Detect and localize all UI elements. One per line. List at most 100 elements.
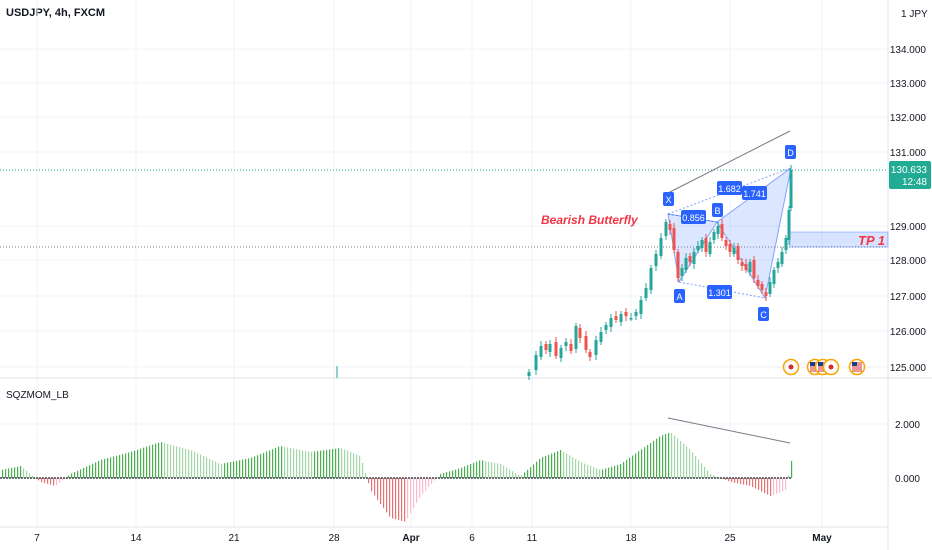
ratio-badge-abc[interactable]: 1.301 [707, 285, 732, 299]
momentum-bar [533, 464, 535, 478]
momentum-bar [428, 478, 430, 488]
momentum-bar [566, 453, 568, 478]
momentum-bar [602, 469, 604, 478]
momentum-bar [614, 465, 616, 478]
time-label: 28 [328, 533, 340, 544]
point-x-badge[interactable]: X [663, 192, 674, 206]
momentum-bar [56, 478, 58, 486]
momentum-bar [296, 449, 298, 478]
ratio-badge-xad[interactable]: 1.682 [717, 181, 742, 195]
indicator-title[interactable]: SQZMOM_LB [6, 390, 69, 401]
momentum-bar [617, 464, 619, 478]
momentum-bar [128, 452, 130, 478]
momentum-bar [509, 469, 511, 478]
point-c-badge[interactable]: C [758, 307, 769, 321]
momentum-bar [62, 478, 64, 481]
candle [654, 254, 658, 266]
momentum-bar [323, 450, 325, 478]
japan-flag-icon[interactable] [782, 358, 800, 376]
momentum-bar [143, 447, 145, 478]
momentum-bar [194, 451, 196, 478]
momentum-bar [65, 478, 67, 479]
momentum-bar [674, 435, 676, 478]
candle [708, 242, 712, 254]
candle [634, 312, 638, 316]
momentum-bar [521, 475, 523, 478]
momentum-bar [764, 478, 766, 493]
momentum-bar [449, 471, 451, 478]
momentum-bar [464, 466, 466, 478]
point-c-label: C [760, 310, 767, 320]
momentum-bar [485, 461, 487, 478]
momentum-bar [401, 478, 403, 521]
momentum-bar [14, 467, 16, 478]
momentum-bar [455, 469, 457, 478]
momentum-bar [611, 466, 613, 478]
momentum-bar [35, 478, 37, 479]
momentum-bar [641, 449, 643, 478]
point-b-badge[interactable]: B [712, 203, 723, 217]
momentum-bar [155, 443, 157, 478]
momentum-bar [11, 467, 13, 478]
momentum-bar [653, 440, 655, 478]
momentum-bar [107, 458, 109, 478]
momentum-bar [320, 450, 322, 478]
momentum-bar [623, 461, 625, 478]
candle [624, 312, 628, 316]
momentum-bar [590, 466, 592, 478]
price-tick: 131.000 [890, 148, 927, 159]
us-flag-icon[interactable] [848, 358, 866, 376]
momentum-bar [587, 464, 589, 478]
candle [574, 326, 578, 349]
momentum-bar [98, 460, 100, 478]
momentum-bar [299, 449, 301, 478]
candle [780, 252, 784, 264]
japan-flag-icon[interactable] [822, 358, 840, 376]
momentum-bar [491, 462, 493, 478]
momentum-bar [140, 448, 142, 478]
momentum-bar [248, 458, 250, 478]
momentum-bar [74, 472, 76, 478]
price-axis[interactable]: 134.000 133.000 132.000 131.000 129.000 … [890, 45, 927, 374]
time-axis[interactable]: 7 14 21 28 Apr 6 11 18 25 May [34, 533, 832, 544]
event-icons[interactable] [782, 358, 866, 376]
pattern-name[interactable]: Bearish Butterfly [541, 213, 639, 227]
candle [554, 342, 558, 356]
momentum-bar [125, 453, 127, 478]
ratio-badge-bcd[interactable]: 1.741 [742, 186, 767, 200]
momentum-bar [341, 448, 343, 478]
momentum-bar [632, 455, 634, 478]
momentum-bar [2, 469, 4, 478]
candle [639, 300, 643, 314]
candle [544, 344, 548, 350]
point-d-badge[interactable]: D [785, 145, 796, 159]
candle [649, 268, 653, 290]
momentum-bar [791, 460, 793, 478]
indicator-axis[interactable]: 2.000 0.000 [895, 420, 920, 485]
momentum-bar [446, 472, 448, 478]
candle [629, 318, 633, 320]
momentum-bar [695, 456, 697, 478]
momentum-bar [275, 448, 277, 478]
momentum-bar [437, 477, 439, 479]
momentum-bar [572, 457, 574, 478]
candle [700, 240, 704, 248]
momentum-bar [551, 453, 553, 478]
momentum-bar [353, 453, 355, 478]
momentum-bar [755, 478, 757, 489]
ratio-badge-xab[interactable]: 0.856 [681, 210, 706, 224]
symbol-title[interactable]: USDJPY, 4h, FXCM [6, 7, 106, 19]
momentum-bar [50, 478, 52, 485]
current-price-tag: 130.633 12:48 [889, 161, 931, 189]
momentum-bar [728, 478, 730, 482]
momentum-bar [293, 448, 295, 478]
momentum-bar [137, 449, 139, 478]
momentum-bar [689, 449, 691, 478]
momentum-bar [596, 468, 598, 478]
momentum-trendline[interactable] [667, 417, 791, 444]
momentum-bar [221, 463, 223, 478]
price-trendline[interactable] [667, 130, 791, 194]
point-a-badge[interactable]: A [674, 289, 685, 303]
